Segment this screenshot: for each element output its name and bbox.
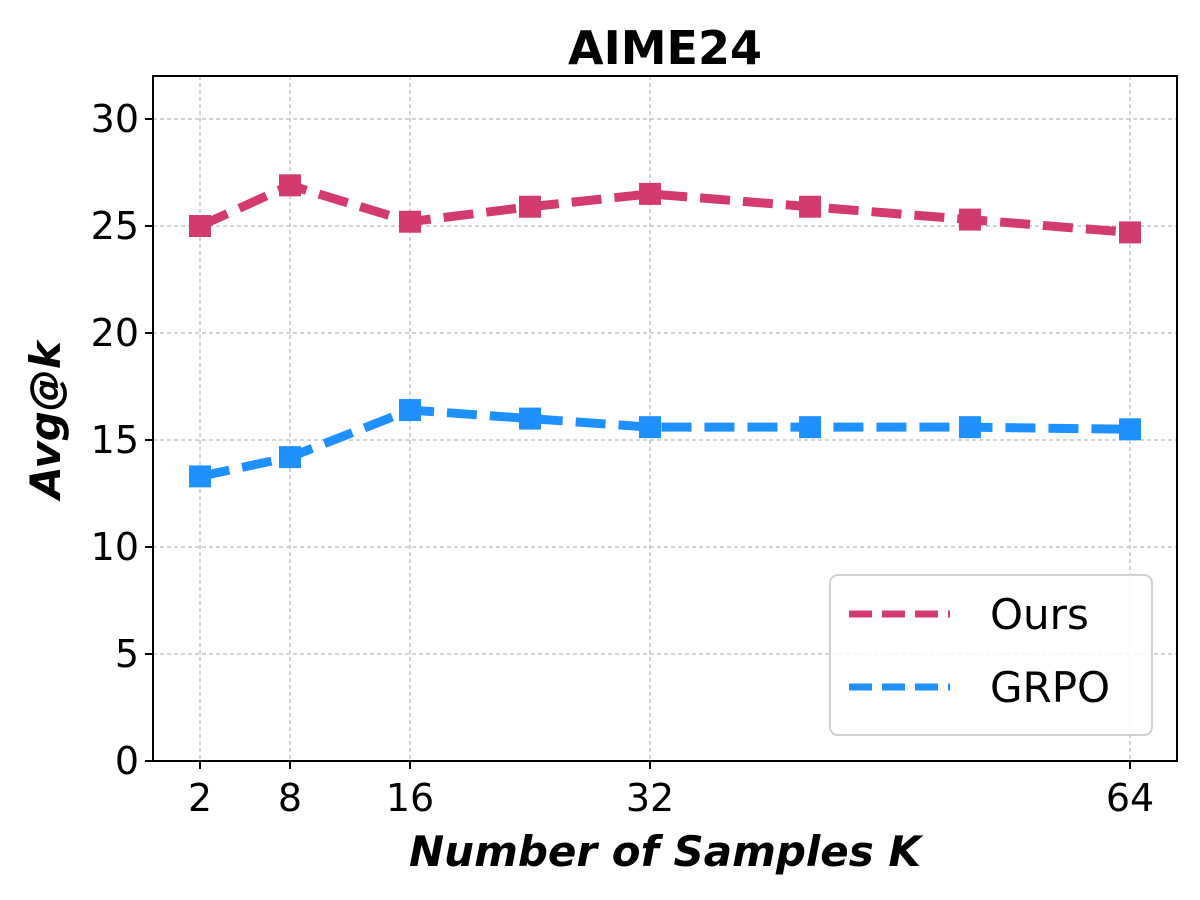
y-tick-label: 30 <box>91 97 139 141</box>
legend-label-ours: Ours <box>990 590 1089 639</box>
x-tick-label: 32 <box>626 776 674 820</box>
legend: Ours GRPO <box>829 574 1153 736</box>
x-tick-label: 16 <box>386 776 434 820</box>
data-point-marker <box>799 416 822 439</box>
data-point-marker <box>519 195 541 218</box>
data-point-marker <box>189 215 211 237</box>
x-tick-label: 8 <box>278 776 302 820</box>
data-point-marker <box>639 416 661 439</box>
x-axis-ticks: 2 8 16 32 64 <box>188 761 1154 820</box>
data-point-marker <box>958 208 981 231</box>
data-point-marker <box>279 174 301 197</box>
legend-box <box>829 574 1153 736</box>
x-axis-label: Number of Samples K <box>409 827 924 876</box>
y-tick-label: 10 <box>91 525 139 569</box>
data-point-marker <box>519 407 541 430</box>
y-tick-label: 0 <box>115 739 139 783</box>
legend-label-grpo: GRPO <box>990 663 1110 712</box>
data-point-marker <box>189 465 211 488</box>
data-point-marker <box>399 399 421 422</box>
chart-title: AIME24 <box>568 21 762 75</box>
series-group <box>189 174 1141 488</box>
data-point-marker <box>1119 418 1141 441</box>
y-tick-label: 25 <box>91 204 139 248</box>
x-tick-label: 64 <box>1106 776 1154 820</box>
data-point-marker <box>639 182 661 205</box>
series-line <box>199 405 1131 481</box>
x-tick-label: 2 <box>188 776 212 820</box>
data-point-marker <box>799 195 822 218</box>
y-tick-label: 15 <box>91 418 139 462</box>
y-axis-ticks: 0 5 10 15 20 25 30 <box>91 97 153 783</box>
series-grpo <box>189 399 1141 488</box>
y-tick-label: 20 <box>91 311 139 355</box>
series-ours <box>189 174 1141 244</box>
series-line <box>198 180 1131 237</box>
data-point-marker <box>958 416 981 439</box>
y-tick-label: 5 <box>115 632 139 676</box>
data-point-marker <box>279 446 301 469</box>
y-axis-label: Avg@k <box>21 338 70 502</box>
plot-frame <box>152 75 1178 762</box>
data-point-marker <box>1119 221 1141 244</box>
data-point-marker <box>399 210 421 233</box>
